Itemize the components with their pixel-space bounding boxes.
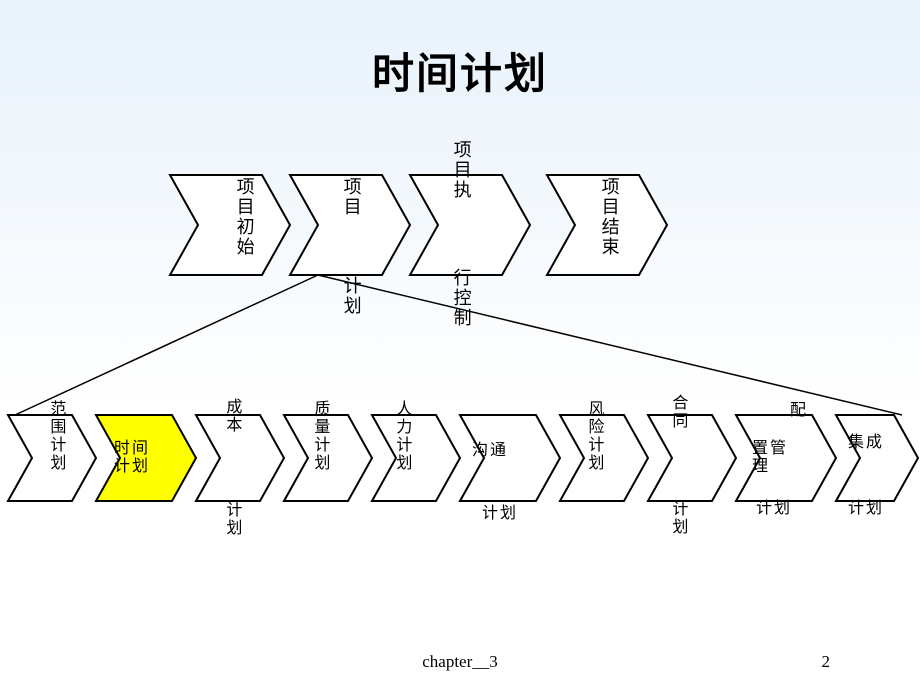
footer-page-number: 2 — [822, 652, 831, 672]
flow-diagram — [0, 0, 920, 690]
chevron-label: 计划 — [756, 500, 792, 518]
chevron-label: 计划 — [848, 500, 884, 518]
chevron-label: 置管理 — [752, 440, 802, 477]
chevron-label: 集成 — [848, 434, 884, 452]
chevron-label: 计划 — [340, 276, 362, 316]
chevron-label: 风险计划 — [584, 400, 602, 472]
chevron-label: 行控制 — [450, 268, 472, 328]
chevron-label: 项目初始 — [233, 177, 255, 257]
chevron-label: 时间计划 — [114, 440, 164, 477]
chevron-label: 质量计划 — [310, 400, 328, 472]
chevron-label: 沟通 — [472, 442, 508, 460]
chevron-label: 项目结束 — [598, 177, 620, 257]
chevron-label: 计划 — [482, 505, 518, 523]
chevron-label: 合同 — [668, 394, 686, 430]
footer-chapter: chapter__3 — [422, 652, 498, 672]
chevron-label: 计划 — [222, 501, 240, 537]
chevron-label: 人力计划 — [392, 400, 410, 472]
chevron-label: 项目 — [340, 177, 362, 217]
chevron-label: 配 — [790, 402, 808, 420]
chevron-label: 计划 — [668, 500, 686, 536]
chevron-label: 项目执 — [450, 140, 472, 200]
chevron-label: 成本 — [222, 398, 240, 434]
chevron-label: 范围计划 — [46, 400, 64, 472]
